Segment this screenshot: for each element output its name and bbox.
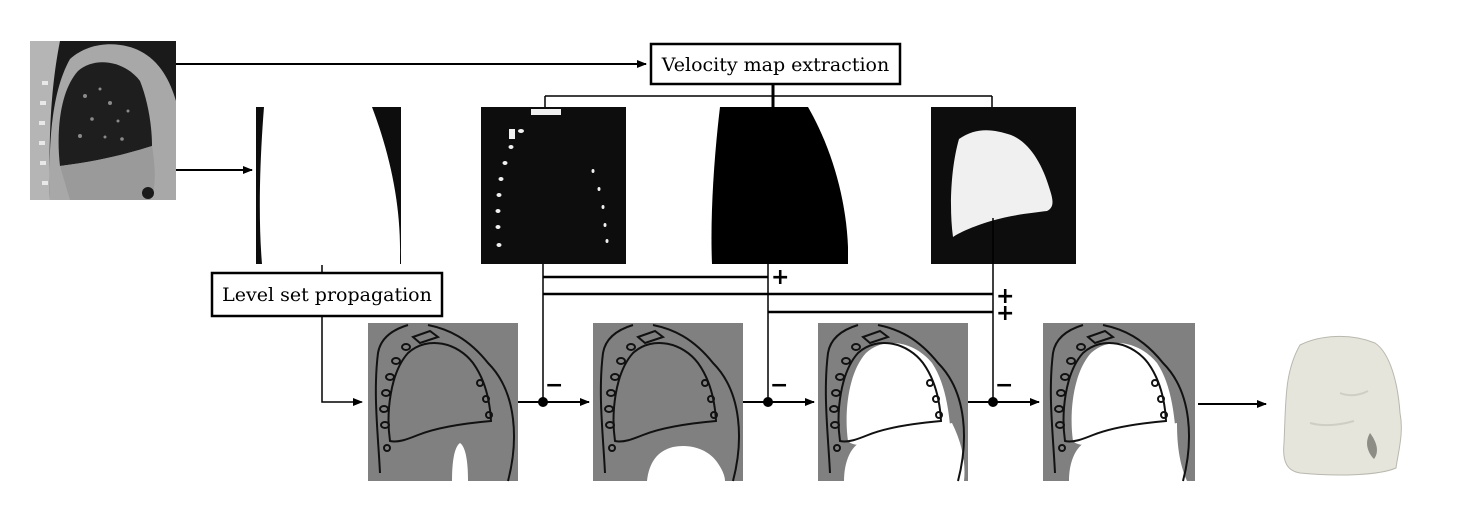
minus-sign-1: − bbox=[545, 373, 563, 398]
junction-dots bbox=[538, 397, 998, 407]
minus-sign-2: − bbox=[770, 373, 788, 398]
minus-sign-3: − bbox=[995, 373, 1013, 398]
level-set-propagation-box: Level set propagation bbox=[210, 271, 444, 318]
plus-sign-1: + bbox=[771, 265, 789, 290]
plus-sign-3: + bbox=[996, 301, 1014, 326]
plus-sign-2: + bbox=[996, 284, 1014, 309]
segmentation-step-2 bbox=[593, 323, 743, 482]
segmentation-step-1 bbox=[368, 323, 518, 482]
velocity-map-extraction-box: Velocity map extraction bbox=[649, 42, 902, 86]
bone-velocity-map bbox=[481, 107, 626, 264]
segmentation-step-4 bbox=[1043, 323, 1195, 482]
ct-scan-image bbox=[30, 41, 176, 200]
connectors bbox=[176, 60, 1267, 408]
segmentation-step-3 bbox=[818, 323, 968, 482]
velocity-map-extraction-label: Velocity map extraction bbox=[661, 54, 889, 76]
lung-velocity-map bbox=[931, 107, 1076, 264]
level-set-propagation-label: Level set propagation bbox=[222, 284, 432, 306]
tissue-velocity-map bbox=[706, 107, 851, 264]
lung-mesh-render bbox=[1283, 335, 1402, 476]
binary-mask-image bbox=[256, 107, 401, 264]
